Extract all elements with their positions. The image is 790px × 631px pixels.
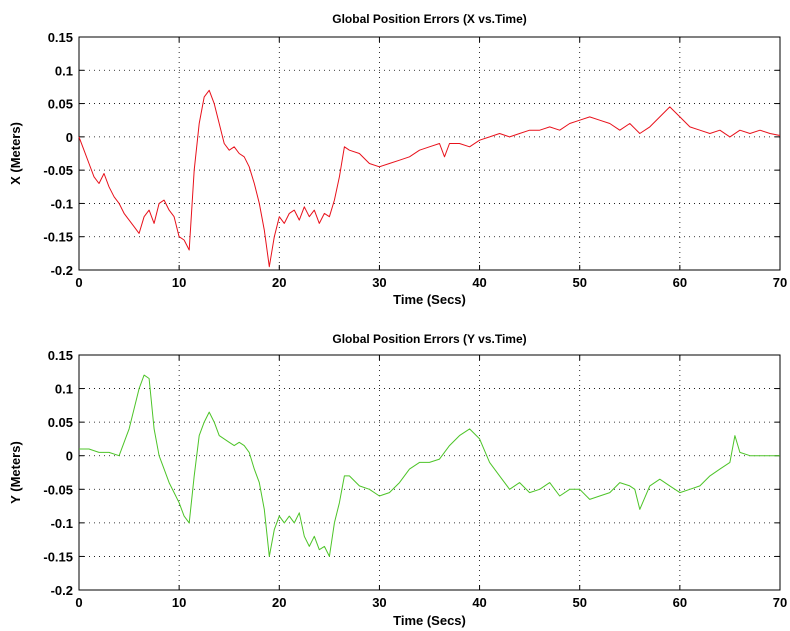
y-tick-label: -0.15 xyxy=(43,549,73,564)
y-tick-label: 0.15 xyxy=(48,348,73,363)
x-tick-label: 70 xyxy=(773,275,787,290)
x-tick-label: 50 xyxy=(572,275,586,290)
x-tick-label: 10 xyxy=(172,275,186,290)
x-tick-label: 60 xyxy=(673,275,687,290)
y-tick-label: 0.05 xyxy=(48,415,73,430)
x-tick-label: 30 xyxy=(372,275,386,290)
x-tick-label: 10 xyxy=(172,595,186,610)
x-tick-label: 70 xyxy=(773,595,787,610)
y-axis-label: X (Meters) xyxy=(8,122,23,185)
y-tick-label: -0.1 xyxy=(51,516,73,531)
y-tick-label: 0 xyxy=(66,449,73,464)
y-tick-label: -0.15 xyxy=(43,230,73,245)
x-tick-label: 60 xyxy=(673,595,687,610)
y-axis-label: Y (Meters) xyxy=(8,441,23,504)
y-tick-label: -0.05 xyxy=(43,163,73,178)
x-tick-label: 40 xyxy=(472,275,486,290)
y-tick-label: -0.05 xyxy=(43,482,73,497)
chart-title: Global Position Errors (Y vs.Time) xyxy=(332,332,526,346)
y-tick-label: 0.1 xyxy=(55,382,73,397)
x-tick-label: 20 xyxy=(272,595,286,610)
y-tick-label: -0.1 xyxy=(51,196,73,211)
series-line-y xyxy=(79,374,780,557)
y-tick-label: -0.2 xyxy=(51,263,73,278)
x-axis-label: Time (Secs) xyxy=(393,292,466,307)
x-tick-label: 20 xyxy=(272,275,286,290)
x-axis-label: Time (Secs) xyxy=(393,613,466,628)
x-tick-label: 50 xyxy=(572,595,586,610)
y-tick-label: 0.05 xyxy=(48,97,73,112)
x-tick-label: 30 xyxy=(372,595,386,610)
y-tick-label: 0.1 xyxy=(55,63,73,78)
plot-area xyxy=(78,354,781,591)
chart-panel-y: 0 10 20 30 40 50 60 70 -0.2 -0.15 -0.1 -0.05 0 0.05 0.… xyxy=(8,332,787,628)
x-tick-label: 40 xyxy=(472,595,486,610)
y-tick-label: 0.15 xyxy=(48,30,73,45)
y-tick-label: 0 xyxy=(66,130,73,145)
plot-area xyxy=(78,36,781,271)
chart-panel-x: 0 10 20 30 40 50 60 70 -0.2 -0.15 -0.1 -0.05 0 0.05 0.… xyxy=(8,12,787,307)
y-tick-label: -0.2 xyxy=(51,583,73,598)
series-line-x xyxy=(78,89,781,268)
x-tick-label: 0 xyxy=(75,595,82,610)
chart-title: Global Position Errors (X vs.Time) xyxy=(332,12,527,26)
x-tick-label: 0 xyxy=(75,275,82,290)
